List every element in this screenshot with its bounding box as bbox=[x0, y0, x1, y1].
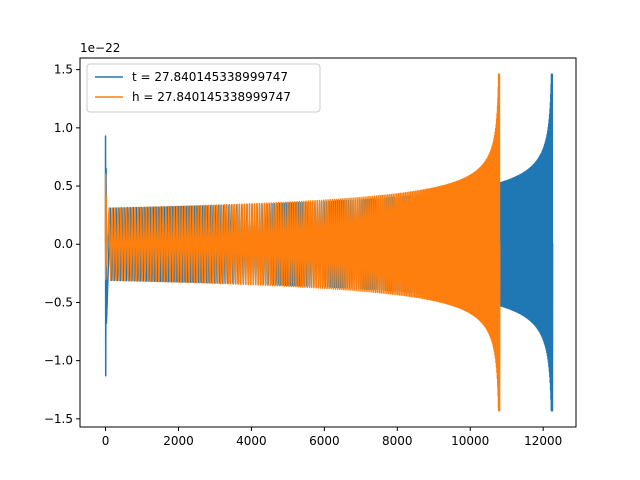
legend-label: h = 27.840145338999747 bbox=[132, 90, 291, 104]
y-tick-label: 0.0 bbox=[54, 237, 73, 251]
x-tick-label: 8000 bbox=[382, 434, 413, 448]
legend-box bbox=[86, 63, 321, 113]
y-tick-label: 1.0 bbox=[54, 121, 73, 135]
y-offset-label: 1e−22 bbox=[80, 41, 120, 55]
x-tick-label: 4000 bbox=[236, 434, 267, 448]
legend-label: t = 27.840145338999747 bbox=[132, 70, 288, 84]
x-tick-label: 6000 bbox=[309, 434, 340, 448]
x-tick-label: 0 bbox=[102, 434, 110, 448]
series-layer bbox=[104, 73, 554, 412]
x-tick-label: 12000 bbox=[524, 434, 562, 448]
y-tick-label: −1.5 bbox=[44, 412, 73, 426]
x-tick-label: 10000 bbox=[451, 434, 489, 448]
y-tick-label: −0.5 bbox=[44, 295, 73, 309]
y-tick-label: 1.5 bbox=[54, 63, 73, 77]
y-tick-label: −1.0 bbox=[44, 354, 73, 368]
series-line-1 bbox=[104, 73, 501, 412]
axes-layer: 0 2000 4000 6000 8000 10000 12000 −1.5 −1.0 −0.5 0… bbox=[44, 57, 577, 448]
x-tick-label: 2000 bbox=[163, 434, 194, 448]
axes-frame bbox=[79, 57, 577, 428]
legend: t = 27.840145338999747 h = 27.84014533899… bbox=[86, 63, 321, 113]
y-tick-label: 0.5 bbox=[54, 179, 73, 193]
